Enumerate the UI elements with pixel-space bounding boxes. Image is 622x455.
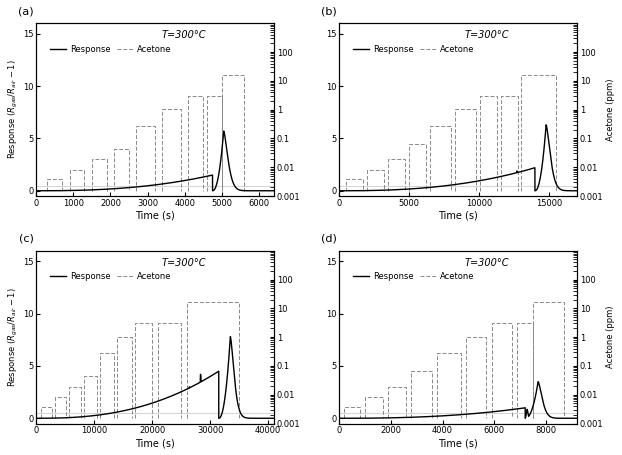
X-axis label: Time (s): Time (s): [438, 211, 478, 221]
Text: (a): (a): [18, 6, 34, 16]
Y-axis label: Acetone (ppm): Acetone (ppm): [606, 306, 615, 369]
Text: (b): (b): [321, 6, 337, 16]
Legend: Response, Acetone: Response, Acetone: [50, 272, 172, 281]
Text: T=300°C: T=300°C: [161, 30, 206, 40]
X-axis label: Time (s): Time (s): [135, 211, 175, 221]
Y-axis label: Response ($R_{gas}/R_{air}-1$): Response ($R_{gas}/R_{air}-1$): [7, 60, 20, 160]
Y-axis label: Response ($R_{gas}/R_{air}-1$): Response ($R_{gas}/R_{air}-1$): [7, 288, 20, 387]
Y-axis label: Acetone (ppm): Acetone (ppm): [606, 78, 615, 141]
X-axis label: Time (s): Time (s): [135, 438, 175, 448]
Text: T=300°C: T=300°C: [464, 258, 509, 268]
Text: (d): (d): [321, 234, 337, 244]
Text: T=300°C: T=300°C: [464, 30, 509, 40]
X-axis label: Time (s): Time (s): [438, 438, 478, 448]
Legend: Response, Acetone: Response, Acetone: [353, 272, 475, 281]
Legend: Response, Acetone: Response, Acetone: [353, 45, 475, 54]
Text: T=300°C: T=300°C: [161, 258, 206, 268]
Text: (c): (c): [19, 234, 34, 244]
Legend: Response, Acetone: Response, Acetone: [50, 45, 172, 54]
